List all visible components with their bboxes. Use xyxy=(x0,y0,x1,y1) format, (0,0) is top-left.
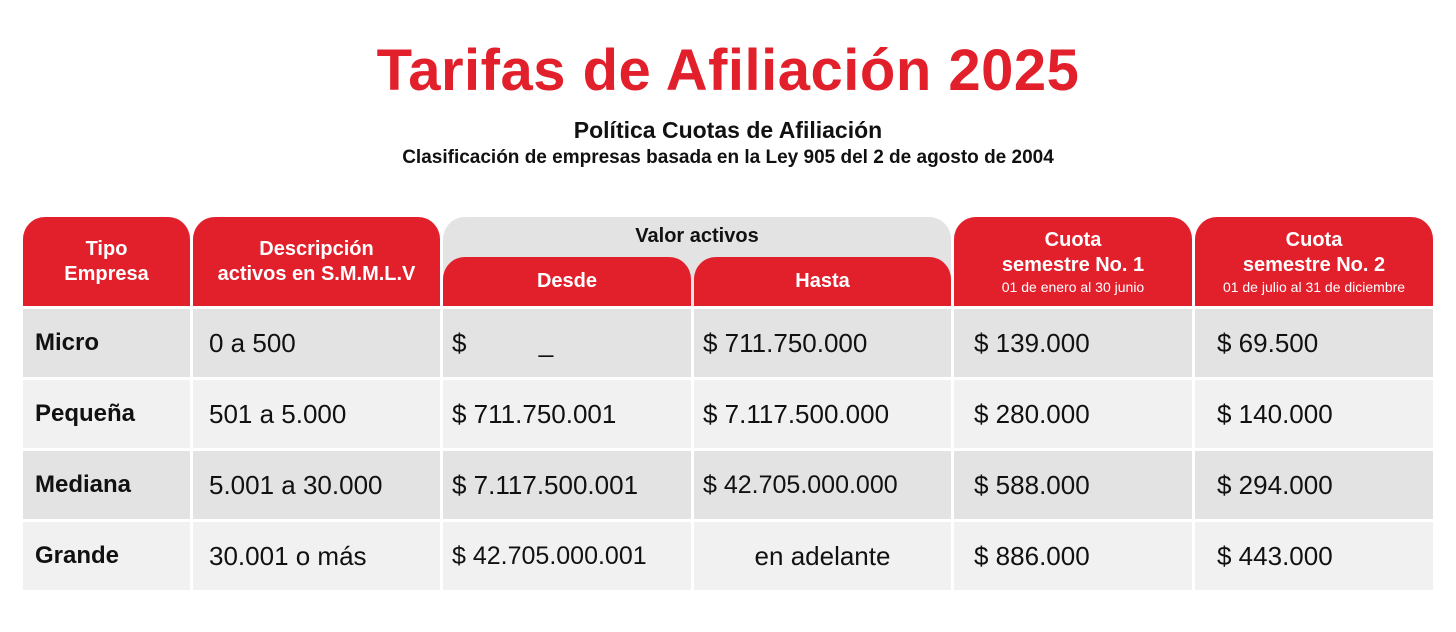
table-cell-tipo: Pequeña xyxy=(23,380,190,448)
header-tipo-empresa: Tipo Empresa xyxy=(23,217,190,306)
header-cuota2-line1: Cuota xyxy=(1285,228,1343,251)
table-cell-cuota2: $ 140.000 xyxy=(1195,380,1433,448)
table-cell-desde: $ 42.705.000.001 xyxy=(443,522,691,590)
header-cuota-semestre-1: Cuota semestre No. 1 01 de enero al 30 j… xyxy=(954,217,1192,306)
table-cell-desde: $ 711.750.001 xyxy=(443,380,691,448)
table-cell-hasta: $ 711.750.000 xyxy=(694,309,951,377)
header-cuota1-dates: 01 de enero al 30 junio xyxy=(1001,278,1145,295)
header-descripcion: Descripción activos en S.M.M.L.V xyxy=(193,217,440,306)
table-cell-hasta: en adelante xyxy=(694,522,951,590)
table-cell-cuota1: $ 139.000 xyxy=(954,309,1192,377)
table-cell-descripcion: 0 a 500 xyxy=(193,309,440,377)
header-cuota-semestre-2: Cuota semestre No. 2 01 de julio al 31 d… xyxy=(1195,217,1433,306)
page-title: Tarifas de Afiliación 2025 xyxy=(376,38,1080,103)
header-hasta: Hasta xyxy=(694,257,951,306)
table-cell-hasta: $ 7.117.500.000 xyxy=(694,380,951,448)
table-cell-desde: $ 7.117.500.001 xyxy=(443,451,691,519)
header-cuota1-line1: Cuota xyxy=(1044,228,1102,251)
table-cell-cuota2: $ 294.000 xyxy=(1195,451,1433,519)
header-descripcion-line2: activos en S.M.M.L.V xyxy=(217,262,416,285)
table-cell-cuota2: $ 69.500 xyxy=(1195,309,1433,377)
header-descripcion-line1: Descripción xyxy=(259,237,374,260)
table-cell-cuota1: $ 886.000 xyxy=(954,522,1192,590)
header-cuota2-line2: semestre No. 2 xyxy=(1242,253,1386,276)
table-cell-tipo: Mediana xyxy=(23,451,190,519)
table-cell-desde: $ _ xyxy=(443,309,691,377)
page-subtitle: Política Cuotas de Afiliación xyxy=(573,117,883,143)
header-desde-label: Desde xyxy=(536,270,598,292)
header-tipo-line1: Tipo xyxy=(85,237,128,260)
table-cell-hasta: $ 42.705.000.000 xyxy=(694,451,951,519)
table-cell-descripcion: 30.001 o más xyxy=(193,522,440,590)
table-cell-cuota1: $ 280.000 xyxy=(954,380,1192,448)
header-hasta-label: Hasta xyxy=(795,270,850,292)
header-cuota2-dates: 01 de julio al 31 de diciembre xyxy=(1222,278,1406,295)
table-cell-cuota1: $ 588.000 xyxy=(954,451,1192,519)
table-cell-descripcion: 5.001 a 30.000 xyxy=(193,451,440,519)
header-cuota1-line2: semestre No. 1 xyxy=(1001,253,1145,276)
header-tipo-line2: Empresa xyxy=(64,262,149,285)
table-cell-tipo: Micro xyxy=(23,309,190,377)
table-cell-tipo: Grande xyxy=(23,522,190,590)
table-cell-cuota2: $ 443.000 xyxy=(1195,522,1433,590)
header-valor-activos-label: Valor activos xyxy=(635,225,759,247)
table-cell-descripcion: 501 a 5.000 xyxy=(193,380,440,448)
header-desde: Desde xyxy=(443,257,691,306)
page-subtitle-law: Clasificación de empresas basada en la L… xyxy=(402,147,1054,168)
